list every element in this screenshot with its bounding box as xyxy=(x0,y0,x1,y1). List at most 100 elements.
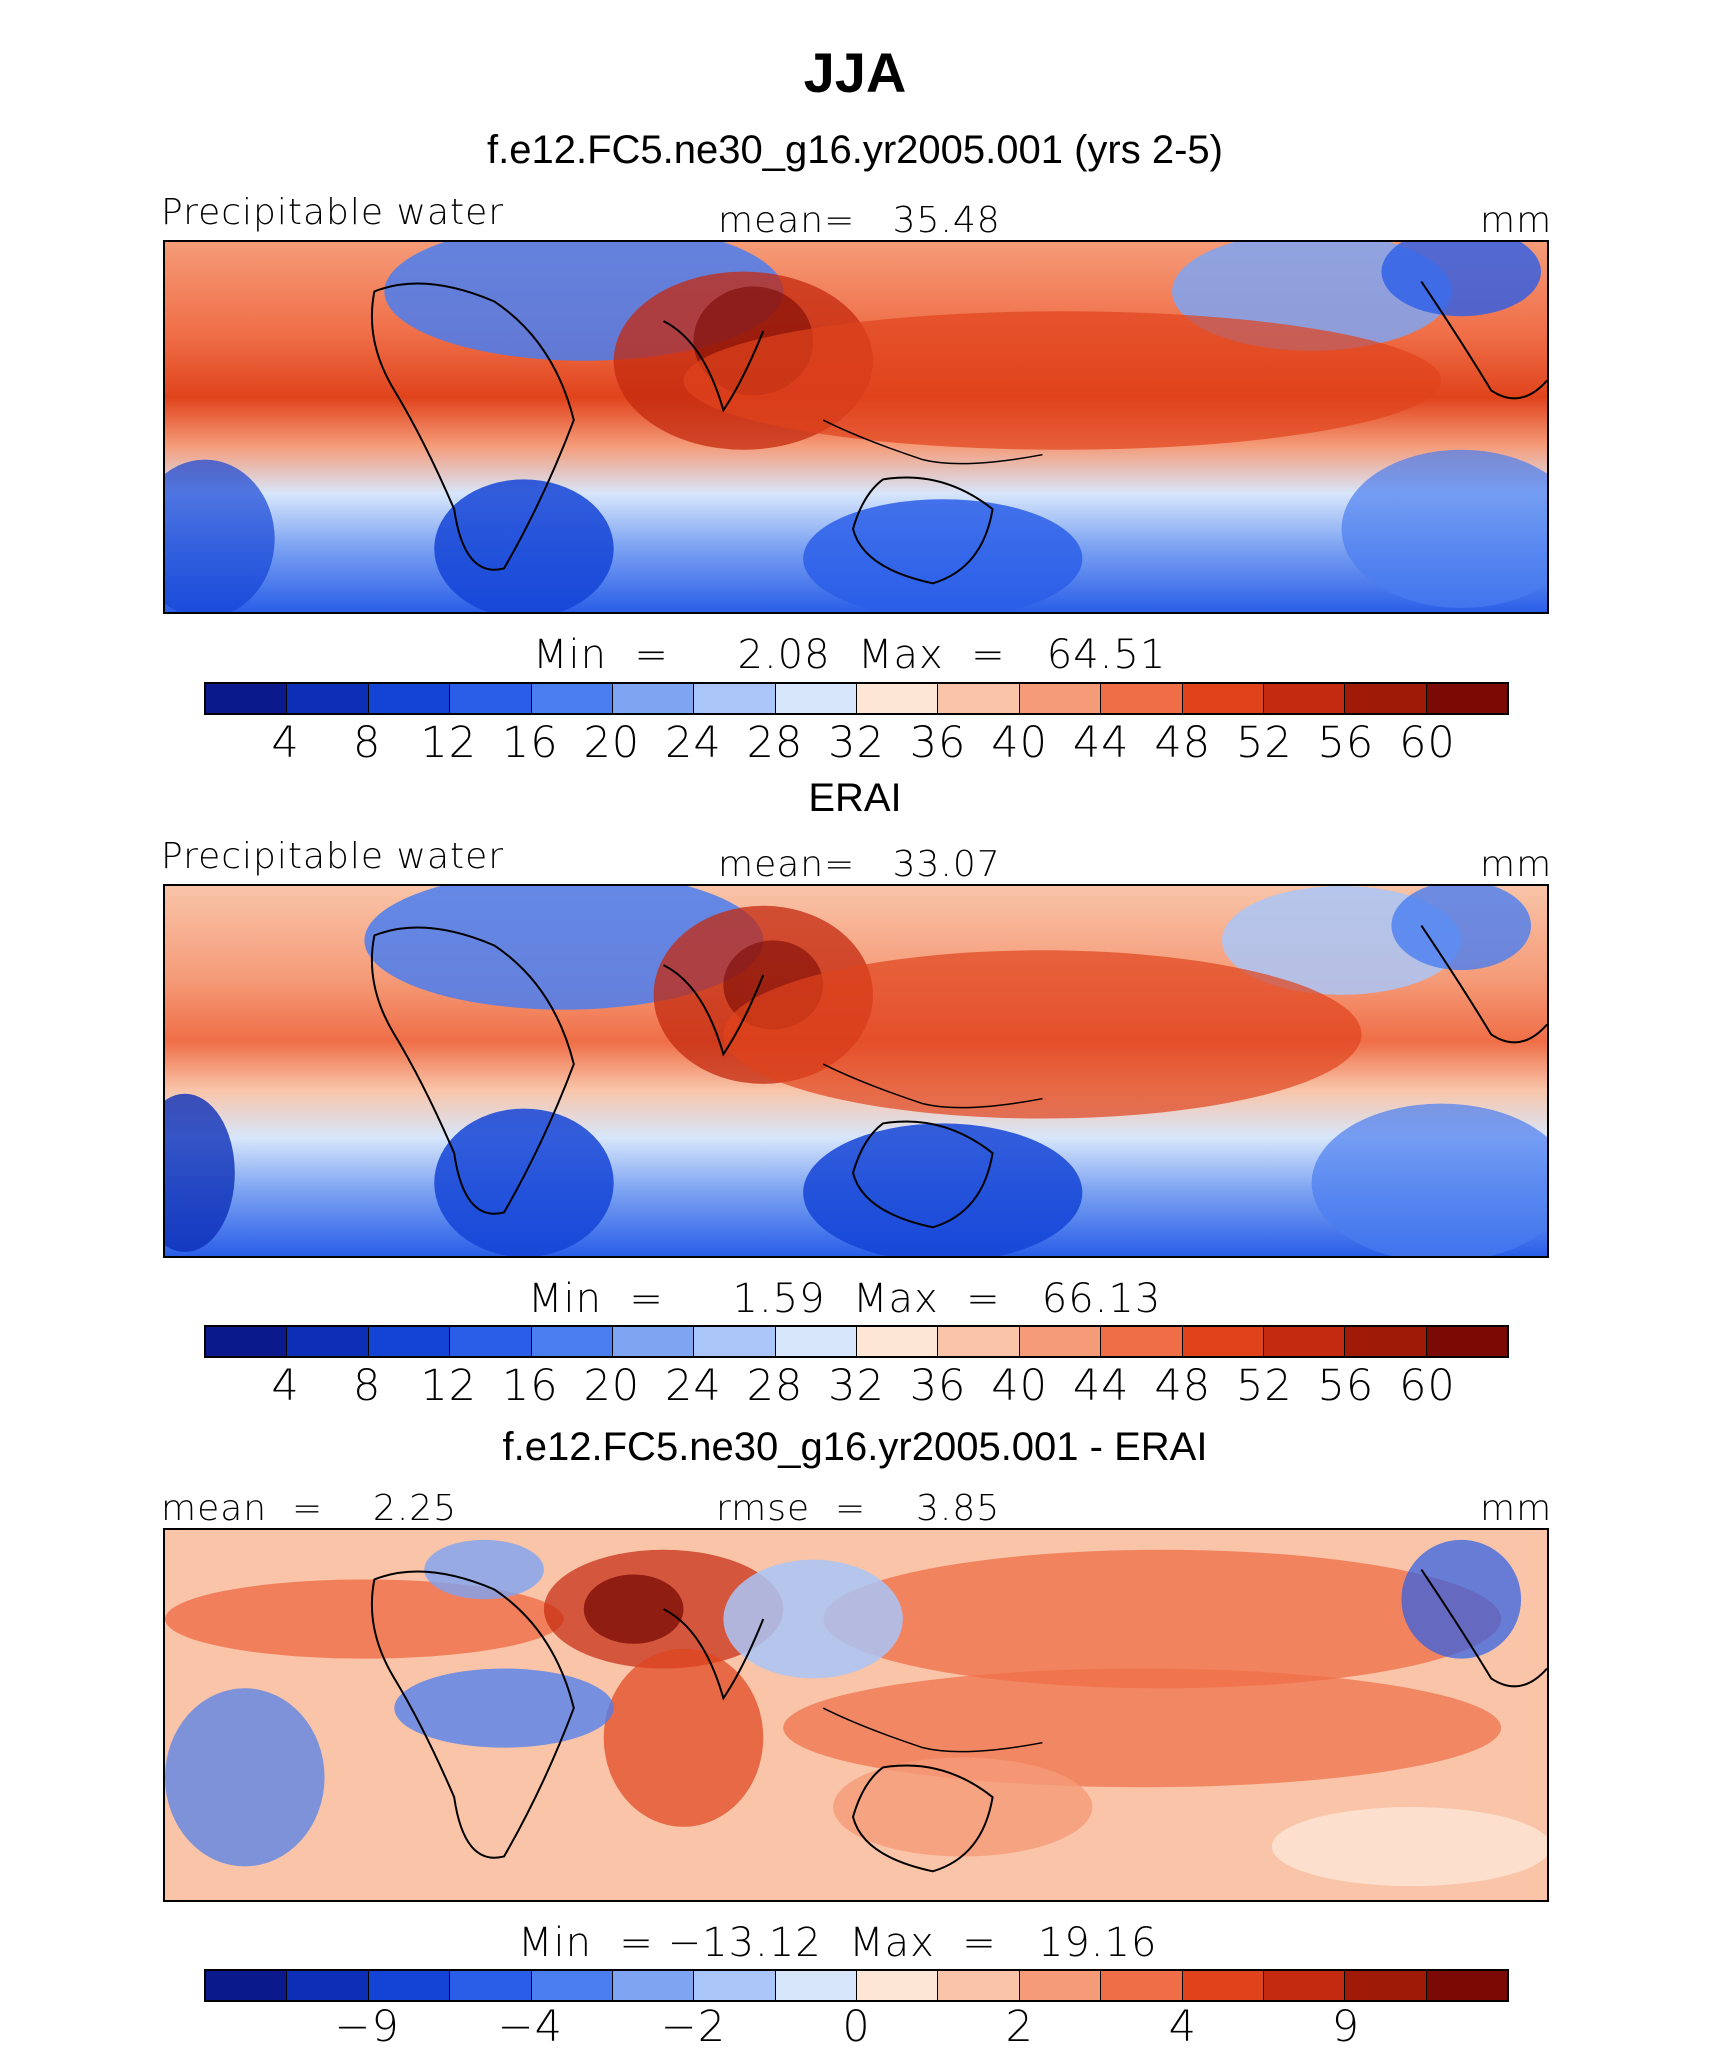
colorbar-tick: 60 xyxy=(1399,1361,1456,1411)
colorbar-swatch xyxy=(450,1971,532,2000)
colorbar-tick: 4 xyxy=(271,718,300,768)
colorbar-tick: 8 xyxy=(352,1361,382,1411)
panel-2-colorbar-ticks: 4 8 12 16 20 24 28 32 36 40 44 48 52 56 … xyxy=(204,1361,1509,1411)
colorbar-tick: 40 xyxy=(991,1361,1048,1411)
colorbar-swatch xyxy=(450,684,532,713)
colorbar-tick: 24 xyxy=(665,1361,722,1411)
colorbar-swatch xyxy=(1182,1971,1264,2000)
colorbar-swatch xyxy=(1101,1971,1183,2000)
panel-3-mean-label: mean = 2.25 xyxy=(161,1488,458,1529)
colorbar-swatch xyxy=(531,684,613,713)
panel-2-variable-label: Precipitable water xyxy=(161,836,505,877)
panel-3-colorbar-ticks: −9 −4 −2 0 2 4 9 xyxy=(204,2002,1509,2052)
colorbar-swatch xyxy=(368,1971,451,2000)
colorbar-swatch xyxy=(287,1327,369,1356)
colorbar-tick: 36 xyxy=(909,1361,967,1411)
colorbar-tick: 4 xyxy=(271,1361,300,1411)
colorbar-tick: 44 xyxy=(1072,718,1130,768)
figure-title: JJA xyxy=(803,41,907,104)
colorbar-swatch xyxy=(694,684,776,713)
colorbar-swatch xyxy=(1345,1327,1427,1356)
panel-1-minmax: Min = 2.08 Max = 64.51 xyxy=(533,632,1167,678)
panel-2-units-label: mm xyxy=(1480,844,1553,885)
colorbar-swatch xyxy=(287,1971,369,2000)
colorbar-swatch xyxy=(287,684,369,713)
colorbar-swatch xyxy=(1263,1327,1346,1356)
colorbar-swatch xyxy=(775,684,857,713)
colorbar-tick: 12 xyxy=(420,1361,478,1411)
colorbar-tick: 56 xyxy=(1317,1361,1375,1411)
colorbar-swatch xyxy=(1263,1971,1346,2000)
panel-2-heading: ERAI xyxy=(808,776,902,820)
panel-1-map xyxy=(163,240,1549,614)
colorbar-tick: 8 xyxy=(352,718,382,768)
colorbar-tick: 16 xyxy=(501,1361,559,1411)
colorbar-swatch xyxy=(612,1327,695,1356)
colorbar-swatch xyxy=(612,684,695,713)
colorbar-swatch xyxy=(1019,1971,1102,2000)
panel-1-colorbar xyxy=(204,682,1509,715)
panel-2-map xyxy=(163,884,1549,1258)
colorbar-swatch xyxy=(1101,684,1183,713)
colorbar-tick: 36 xyxy=(909,718,967,768)
colorbar-swatch xyxy=(1426,684,1507,713)
panel-1-heading: f.e12.FC5.ne30_g16.yr2005.001 (yrs 2-5) xyxy=(487,128,1223,172)
colorbar-swatch xyxy=(694,1327,776,1356)
colorbar-swatch xyxy=(1019,684,1102,713)
colorbar-swatch xyxy=(775,1327,857,1356)
colorbar-swatch xyxy=(1019,1327,1102,1356)
colorbar-swatch xyxy=(612,1971,695,2000)
panel-2-mean-label: mean= 33.07 xyxy=(718,844,1001,885)
colorbar-tick: 28 xyxy=(746,718,804,768)
colorbar-tick: 48 xyxy=(1154,718,1212,768)
colorbar-tick: 40 xyxy=(991,718,1048,768)
colorbar-swatch xyxy=(1182,1327,1264,1356)
colorbar-swatch xyxy=(206,1327,288,1356)
colorbar-tick: 28 xyxy=(746,1361,804,1411)
colorbar-swatch xyxy=(368,1327,451,1356)
colorbar-tick: −4 xyxy=(497,2002,563,2052)
colorbar-tick: 32 xyxy=(828,1361,885,1411)
colorbar-swatch xyxy=(938,1971,1020,2000)
colorbar-tick: 52 xyxy=(1235,718,1293,768)
colorbar-tick: 20 xyxy=(583,718,641,768)
colorbar-tick: 12 xyxy=(420,718,478,768)
panel-1-mean-label: mean= 35.48 xyxy=(718,200,1001,241)
colorbar-tick: 48 xyxy=(1154,1361,1212,1411)
panel-3-minmax: Min = −13.12 Max = 19.16 xyxy=(518,1920,1158,1966)
colorbar-swatch xyxy=(1263,684,1346,713)
colorbar-tick: 32 xyxy=(828,718,885,768)
colorbar-tick: 16 xyxy=(501,718,559,768)
colorbar-swatch xyxy=(450,1327,532,1356)
colorbar-tick: 56 xyxy=(1317,718,1375,768)
panel-3-rmse-label: rmse = 3.85 xyxy=(716,1488,1001,1529)
panel-2-minmax: Min = 1.59 Max = 66.13 xyxy=(528,1276,1162,1322)
colorbar-swatch xyxy=(857,1971,939,2000)
panel-3-heading: f.e12.FC5.ne30_g16.yr2005.001 - ERAI xyxy=(502,1425,1208,1469)
colorbar-swatch xyxy=(857,1327,939,1356)
panel-3-map xyxy=(163,1528,1549,1902)
colorbar-swatch xyxy=(1182,684,1264,713)
colorbar-swatch xyxy=(1345,684,1427,713)
panel-3-units-label: mm xyxy=(1480,1488,1553,1529)
colorbar-swatch xyxy=(1345,1971,1427,2000)
panel-1-variable-label: Precipitable water xyxy=(161,192,505,233)
colorbar-tick: 0 xyxy=(842,2002,871,2052)
colorbar-swatch xyxy=(938,1327,1020,1356)
colorbar-tick: 4 xyxy=(1168,2002,1197,2052)
colorbar-swatch xyxy=(206,684,288,713)
colorbar-tick: 20 xyxy=(583,1361,641,1411)
colorbar-swatch xyxy=(368,684,451,713)
colorbar-swatch xyxy=(531,1327,613,1356)
colorbar-tick: 52 xyxy=(1235,1361,1293,1411)
colorbar-tick: −2 xyxy=(660,2002,727,2052)
colorbar-swatch xyxy=(857,684,939,713)
colorbar-tick: 44 xyxy=(1072,1361,1130,1411)
colorbar-tick: 9 xyxy=(1331,2002,1361,2052)
panel-1-colorbar-ticks: 4 8 12 16 20 24 28 32 36 40 44 48 52 56 … xyxy=(204,718,1509,768)
colorbar-tick: 24 xyxy=(665,718,722,768)
colorbar-tick: −9 xyxy=(334,2002,400,2052)
colorbar-swatch xyxy=(938,684,1020,713)
panel-3-colorbar xyxy=(204,1969,1509,2002)
colorbar-tick: 60 xyxy=(1399,718,1456,768)
